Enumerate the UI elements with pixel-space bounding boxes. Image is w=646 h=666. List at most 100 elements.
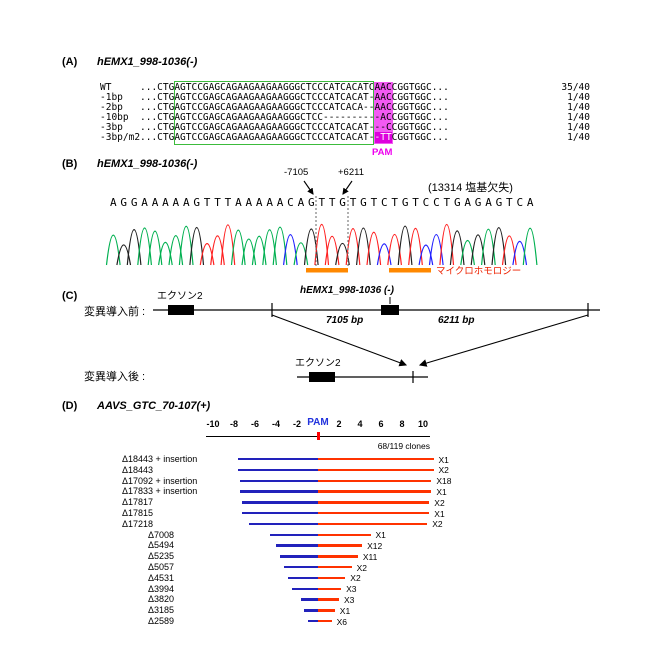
right-arm-bar [318,501,430,504]
scale-tick: 6 [378,419,384,429]
right-arm-bar [318,458,434,461]
chromatogram-peak [460,240,475,266]
chromatogram-peak [376,243,392,266]
right-arm-bar [318,544,363,547]
right-arm-bar [318,522,428,526]
deletion-row: Δ17092 + insertion X18 [0,476,646,487]
chromatogram-peak [189,227,205,266]
sequence-upstream: ...CTGAGTCCGAGCAGAAGAAGAAGGGCTCCCATCACA-… [140,102,375,113]
deletion-row: Δ2589 X6 [0,616,646,627]
allele-sequence: ...CTGAGTCCGAGCAGAAGAAGAAGGGCTCCCATCACAT… [140,93,449,103]
scale-tick: -6 [250,419,259,429]
chromatogram-peak [335,242,350,266]
right-arm-bar [318,512,430,515]
clone-count: X11 [362,551,378,562]
chromatogram-peak [470,234,486,266]
right-arm-bar [318,576,346,580]
clone-count: X18 [436,476,452,487]
left-arm-bar [238,468,318,472]
pam-highlight-column [374,82,393,144]
clone-count: X1 [375,530,386,541]
panel-a-label: (A) [62,56,78,68]
allele-sequence: ...CTGAGTCCGAGCAGAAGAAGAAGGGCTCCCATCACAT… [140,132,449,143]
deletion-row: Δ4531 X2 [0,573,646,584]
sequence-upstream: ...CTGAGTCCGAGCAGAAGAAGAAGGGCTCCCATCACAT… [140,82,375,93]
deletion-row: Δ3185 X1 [0,605,646,616]
chromatogram-peak [522,227,538,266]
deletion-row: Δ5057 X2 [0,562,646,573]
right-arm-bar [318,620,332,623]
chromatogram-peak [251,235,267,266]
chromatogram-peak [168,235,184,266]
read-count: 1/40 [567,122,590,133]
panel-d-title: AAVS_GTC_70-107(+) [97,400,211,412]
deletion-name: Δ18443 [122,464,154,475]
left-arm-bar [280,555,318,558]
alignment-row: WT ...CTGAGTCCGAGCAGAAGAAGAAGGGCTCCCATCAC… [0,83,646,93]
sequence-pam: -TT [374,132,392,143]
alignment-row: -10bp ...CTGAGTCCGAGCAGAAGAAGAAGGGCTCC---… [0,113,646,123]
deletion-name: Δ4531 [148,572,175,583]
left-arm-bar [276,544,318,547]
microhomology-label: マイクロホモロジー [436,266,522,277]
left-arm-bar [248,522,318,526]
deletion-row: Δ18443 + insertion X1 [0,454,646,465]
sequence-pam: --C [374,122,392,133]
allele-label: -3bp [100,122,123,133]
right-breakpoint-label: +6211 [338,167,364,178]
deletion-row: Δ3820 X3 [0,594,646,605]
clone-count: X2 [350,573,361,584]
alignment-row: -3bp ...CTGAGTCCGAGCAGAAGAAGAAGGGCTCCCATC… [0,123,646,133]
pam-position-tick [317,432,320,440]
allele-sequence: ...CTGAGTCCGAGCAGAAGAAGAAGGGCTCC--------… [140,113,449,123]
exon2-box-after [309,372,335,382]
deletion-row: Δ7008 X1 [0,530,646,541]
microhomology-bar-right [389,268,431,273]
allele-label: WT [100,82,112,93]
sequence-downstream: CGGTGGC... [391,82,449,93]
chromatogram-peak [428,233,444,266]
clone-count: X3 [344,594,355,605]
left-arm-bar [242,512,318,515]
chromatogram-peak [387,233,402,266]
deletion-rows: Δ18443 + insertion X1 Δ18443 X2 Δ17092 + ins… [0,454,646,636]
sequence-downstream: CGGTGGC... [391,92,449,103]
deletion-row: Δ17815 X1 [0,508,646,519]
alignment-row: -1bp ...CTGAGTCCGAGCAGAAGAAGAAGGGCTCCCATC… [0,93,646,103]
deletion-row: Δ17817 X2 [0,497,646,508]
microhomology-bar-left [306,268,348,273]
position-scale: -10 -8 -6 -4 -2 2 4 6 8 10 [0,419,646,431]
scale-tick: 2 [336,419,342,429]
pam-label: PAM [372,147,393,158]
clone-count: X2 [432,519,443,530]
read-count: 1/40 [567,132,590,143]
clone-count: X1 [438,454,449,465]
target-site-box [381,305,399,315]
left-arm-bar [291,587,318,590]
scale-tick: -8 [229,419,238,429]
read-count: 1/40 [567,92,590,103]
right-breakpoint-arrow [342,180,353,195]
left-distance-label: 7105 bp [326,315,364,326]
right-arm-bar [318,468,434,472]
clone-count: X12 [367,540,383,551]
sequence-upstream: ...CTGAGTCCGAGCAGAAGAAGAAGGGCTCCCATCACAT… [140,132,375,143]
deletion-name: Δ2589 [148,616,175,626]
deletion-name: Δ5057 [148,562,175,572]
right-arm-bar [318,479,432,482]
sequence-alignment: WT ...CTGAGTCCGAGCAGAAGAAGAAGGGCTCCCATCAC… [0,81,646,145]
target-site-label: hEMX1_998-1036 (-) [300,285,394,296]
deletion-row: Δ17218 X2 [0,519,646,530]
read-count: 1/40 [567,112,590,123]
allele-label: -2bp [100,102,123,113]
panel-b-title: hEMX1_998-1036(-) [97,158,198,170]
deletion-name: Δ3994 [148,583,175,594]
clone-count: X3 [346,584,357,595]
clone-count: X1 [436,486,447,497]
deletion-name: Δ5235 [148,551,175,562]
right-arm-bar [318,587,342,590]
right-distance-label: 6211 bp [438,315,475,326]
deletion-row: Δ18443 X2 [0,465,646,476]
chromatogram-peak [241,238,257,266]
